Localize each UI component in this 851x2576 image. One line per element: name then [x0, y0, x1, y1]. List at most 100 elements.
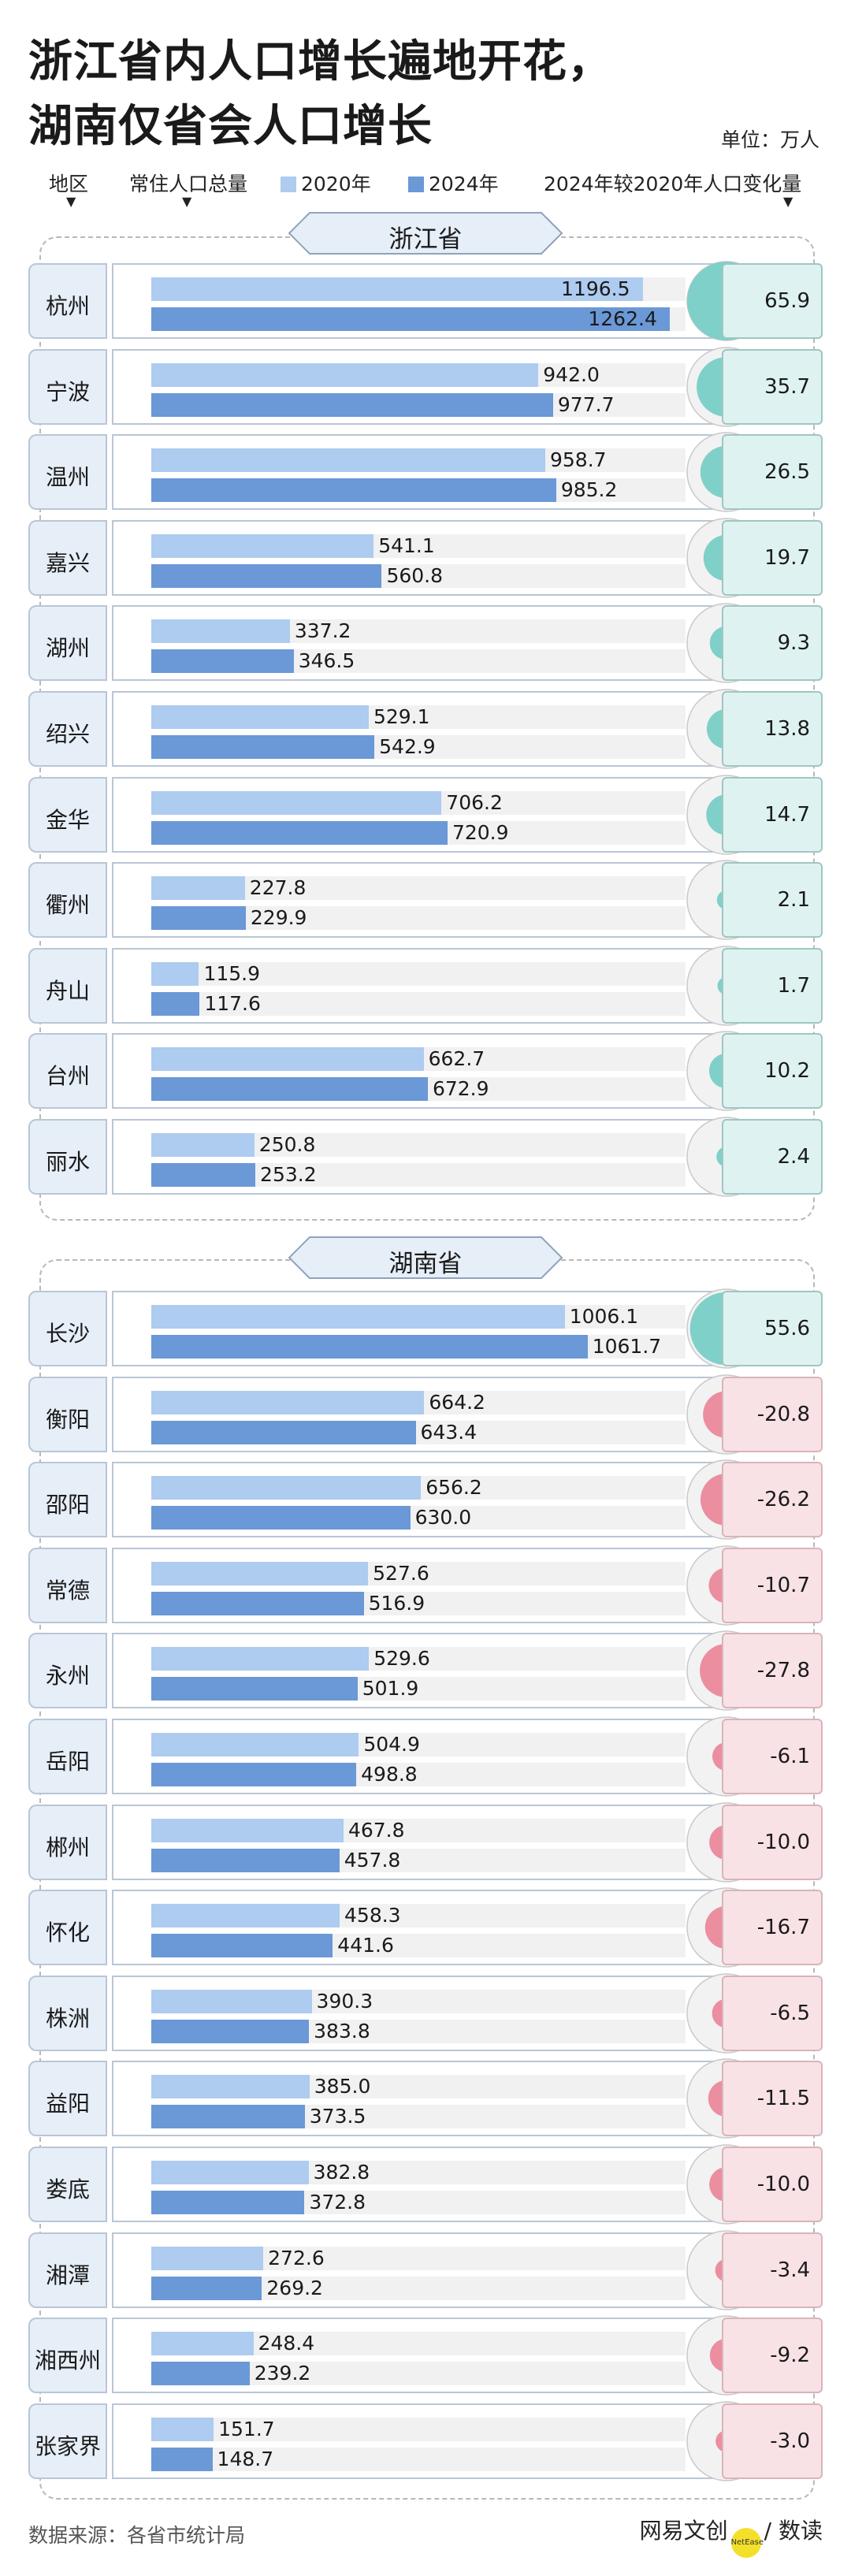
change-value: -16.7	[756, 1916, 810, 1940]
change-value: -10.7	[756, 1573, 810, 1597]
city-cell: 益阳	[28, 2061, 107, 2137]
city-label: 湘潭	[45, 2262, 90, 2288]
city-cell: 宁波	[28, 348, 107, 425]
bar-label-v2024: 985.2	[560, 478, 618, 502]
bar-label-v2020: 656.2	[426, 1476, 482, 1500]
bar-label-v2024: 346.5	[298, 649, 355, 673]
change-value: -3.0	[770, 2429, 810, 2453]
bar-label-v2024: 372.8	[309, 2191, 366, 2214]
bar-label-v2024: 229.9	[250, 906, 307, 930]
bar-panel: 1006.1 1061.7	[112, 1291, 742, 1366]
bar-panel: 504.9 498.8	[112, 1719, 742, 1794]
change-value: 2.1	[777, 888, 810, 913]
bar-label-v2020: 664.2	[429, 1390, 485, 1414]
bar-v2024	[151, 2276, 262, 2300]
column-header: 地区 ▼ 常住人口总量 ▼ 2020年 2024年 2024年较2020年人口变…	[0, 164, 851, 211]
bar-v2024	[151, 307, 671, 331]
bar-panel: 942.0 977.7	[112, 348, 742, 425]
bar-panel: 958.7 985.2	[112, 434, 742, 511]
city-label: 湘西州	[34, 2347, 101, 2374]
bar-v2024	[151, 1934, 333, 1958]
data-row: 湘西州 248.4 239.2 -9.2	[28, 2315, 823, 2396]
city-cell: 郴州	[28, 1804, 107, 1880]
bar-label-v2024: 501.9	[362, 1677, 419, 1701]
bar-v2020	[151, 362, 539, 387]
change-value: 14.7	[764, 802, 810, 827]
bar-v2020	[151, 619, 290, 644]
bar-track	[151, 2417, 686, 2441]
bar-panel: 467.8 457.8	[112, 1804, 742, 1880]
bar-label-v2024: 383.8	[314, 2019, 370, 2043]
legend-2024-label: 2024年	[429, 173, 499, 195]
header-change-arrow-icon: ▼	[783, 194, 793, 209]
legend-2024: 2024年	[408, 169, 499, 197]
change-cell: 2.4	[722, 1119, 823, 1195]
change-value: -3.4	[770, 2258, 810, 2282]
bar-label-v2020: 272.6	[268, 2246, 325, 2269]
bar-label-v2020: 504.9	[363, 1733, 420, 1756]
legend-swatch-2024	[408, 177, 424, 192]
change-value: -10.0	[756, 2173, 810, 2196]
bar-v2020	[151, 2246, 264, 2270]
city-label: 株洲	[45, 2005, 90, 2031]
city-label: 杭州	[45, 293, 90, 319]
title-line-2: 湖南仅省会人口增长	[28, 101, 433, 152]
change-cell: 26.5	[722, 434, 823, 511]
bar-panel: 248.4 239.2	[112, 2318, 742, 2394]
bar-v2024	[151, 563, 382, 588]
bar-panel: 390.3 383.8	[112, 1975, 742, 2051]
bar-v2020	[151, 876, 245, 901]
city-label: 绍兴	[45, 721, 90, 747]
bar-label-v2020: 1006.1	[569, 1305, 639, 1328]
change-cell: -10.0	[722, 1804, 823, 1880]
change-cell: -6.5	[722, 1975, 823, 2051]
bar-label-v2024: 117.6	[204, 991, 261, 1015]
bar-v2020	[151, 1133, 255, 1157]
bar-v2020	[151, 1818, 344, 1842]
bar-label-v2024: 542.9	[379, 735, 436, 758]
bar-panel: 527.6 516.9	[112, 1547, 742, 1623]
data-row: 衡阳 664.2 643.4 -20.8	[28, 1373, 823, 1455]
bar-label-v2024: 516.9	[368, 1591, 426, 1615]
change-cell: 10.2	[722, 1033, 823, 1110]
change-cell: -20.8	[722, 1376, 823, 1452]
data-row: 台州 662.7 672.9 10.2	[28, 1031, 823, 1112]
data-row: 岳阳 504.9 498.8 -6.1	[28, 1716, 823, 1797]
bar-v2024	[151, 1335, 588, 1359]
bar-panel: 662.7 672.9	[112, 1033, 742, 1110]
bar-panel: 458.3 441.6	[112, 1890, 742, 1966]
bar-v2020	[151, 2161, 309, 2184]
change-cell: -11.5	[722, 2061, 823, 2137]
bar-v2024	[151, 1077, 428, 1102]
bar-label-v2024: 441.6	[337, 1934, 394, 1957]
city-label: 舟山	[45, 977, 90, 1004]
city-cell: 张家界	[28, 2403, 107, 2479]
bar-v2020	[151, 2332, 254, 2356]
bar-panel: 115.9 117.6	[112, 947, 742, 1024]
brand-name: 网易文创	[639, 2518, 728, 2544]
bar-panel: 337.2 346.5	[112, 605, 742, 682]
city-cell: 怀化	[28, 1890, 107, 1966]
bar-v2024	[151, 1677, 358, 1701]
bar-label-v2020: 706.2	[446, 790, 503, 814]
bar-label-v2024: 1262.4	[588, 307, 657, 330]
bar-v2024	[151, 1163, 256, 1187]
bar-label-v2020: 1196.5	[561, 277, 630, 300]
bar-label-v2020: 151.7	[218, 2417, 275, 2440]
bar-label-v2024: 498.8	[361, 1763, 418, 1786]
legend-2020-label: 2020年	[301, 173, 371, 195]
bar-panel: 664.2 643.4	[112, 1376, 742, 1452]
bar-v2020	[151, 1047, 424, 1072]
city-cell: 衡阳	[28, 1376, 107, 1452]
bar-label-v2024: 148.7	[217, 2447, 274, 2470]
bar-label-v2024: 643.4	[420, 1420, 478, 1444]
bar-v2020	[151, 2417, 214, 2441]
city-cell: 长沙	[28, 1291, 107, 1366]
data-row: 怀化 458.3 441.6 -16.7	[28, 1887, 823, 1968]
bar-label-v2024: 269.2	[266, 2276, 323, 2299]
header-change: 2024年较2020年人口变化量	[544, 173, 802, 195]
city-cell: 湘潭	[28, 2232, 107, 2308]
bar-v2024	[151, 2447, 213, 2471]
change-value: -27.8	[756, 1659, 810, 1683]
city-cell: 金华	[28, 776, 107, 853]
